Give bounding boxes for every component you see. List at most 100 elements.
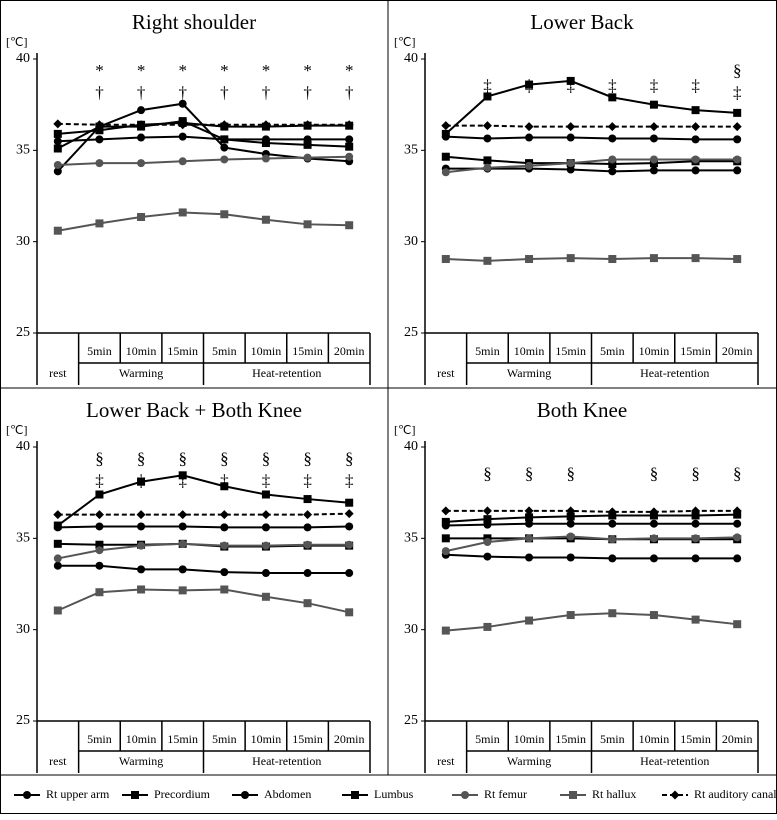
marker	[566, 519, 575, 528]
series-line	[57, 564, 350, 575]
y-axis-label: [℃]	[394, 423, 415, 437]
chart-title: Both Knee	[537, 398, 627, 422]
series-line	[57, 211, 350, 232]
y-tick-label: 25	[16, 713, 30, 728]
y-tick-label: 30	[404, 234, 418, 249]
legend-label: Rt auditory canal	[694, 787, 777, 801]
marker	[178, 565, 187, 574]
significance-mark: *	[178, 61, 187, 80]
marker	[649, 100, 658, 109]
marker	[303, 153, 312, 162]
y-tick-label: 40	[16, 439, 30, 454]
marker	[691, 254, 700, 263]
marker	[53, 144, 62, 153]
marker	[691, 615, 700, 624]
legend-label: Rt upper arm	[46, 787, 110, 801]
marker	[220, 585, 229, 594]
marker	[303, 510, 313, 520]
x-tick-label: 10min	[251, 344, 282, 358]
series-line	[57, 122, 350, 126]
marker	[303, 540, 312, 549]
marker	[732, 122, 742, 132]
marker	[483, 163, 492, 172]
marker	[649, 554, 658, 563]
series-line	[57, 474, 350, 527]
series-line	[445, 167, 738, 173]
significance-mark: ‡	[483, 76, 492, 95]
marker	[345, 142, 354, 151]
marker	[261, 510, 271, 520]
marker	[525, 161, 534, 170]
marker	[608, 93, 617, 102]
significance-mark: ‡	[95, 471, 104, 490]
marker	[261, 569, 270, 578]
marker	[566, 165, 575, 174]
marker	[137, 213, 146, 222]
marker	[441, 121, 451, 131]
marker	[137, 585, 146, 594]
marker	[691, 511, 700, 520]
x-tick-label: 10min	[639, 344, 670, 358]
x-tick-label: 15min	[292, 732, 323, 746]
significance-mark: ‡	[345, 471, 354, 490]
series-line	[57, 512, 350, 516]
x-tick-label: 5min	[600, 732, 625, 746]
marker	[525, 513, 534, 522]
significance-mark: *	[137, 61, 146, 80]
marker	[566, 611, 575, 620]
legend-label: Lumbus	[374, 787, 414, 801]
significance-mark: *	[262, 61, 271, 80]
series-line	[445, 158, 738, 174]
marker	[733, 255, 742, 264]
marker	[95, 135, 104, 144]
chart-title: Right shoulder	[132, 10, 256, 34]
marker	[524, 506, 534, 516]
group-label: Heat-retention	[252, 754, 321, 768]
significance-mark: †	[345, 83, 354, 102]
significance-mark: ‡	[566, 76, 575, 95]
marker	[261, 490, 270, 499]
x-tick-label: 15min	[292, 344, 323, 358]
x-tick-label: 15min	[680, 344, 711, 358]
x-tick-label: 20min	[334, 732, 365, 746]
marker	[482, 121, 492, 131]
marker	[137, 522, 146, 531]
significance-mark: ‡	[608, 76, 617, 95]
marker	[303, 495, 312, 504]
legend-label: Precordium	[154, 787, 211, 801]
y-tick-label: 40	[404, 51, 418, 66]
marker	[137, 541, 146, 550]
marker	[178, 522, 187, 531]
significance-mark: ‡	[650, 76, 659, 95]
significance-mark: §	[483, 464, 492, 483]
marker	[649, 611, 658, 620]
marker	[137, 159, 146, 168]
marker	[219, 120, 229, 130]
marker	[691, 519, 700, 528]
y-tick-label: 30	[16, 234, 30, 249]
marker	[303, 220, 312, 229]
significance-mark: §	[733, 61, 742, 80]
marker	[691, 135, 700, 144]
significance-mark: ‡	[303, 471, 312, 490]
marker	[95, 540, 104, 549]
series-line	[445, 522, 738, 527]
x-tick-label: 15min	[167, 344, 198, 358]
marker	[344, 120, 354, 130]
y-tick-label: 30	[16, 622, 30, 637]
marker	[220, 155, 229, 164]
y-tick-label: 25	[16, 325, 30, 340]
marker	[691, 155, 700, 164]
marker	[607, 122, 617, 132]
marker	[732, 506, 742, 516]
marker	[525, 255, 534, 264]
marker	[483, 256, 492, 265]
marker	[441, 547, 450, 556]
marker	[691, 554, 700, 563]
marker	[608, 160, 617, 169]
series-line	[57, 155, 350, 166]
group-label: Heat-retention	[640, 754, 709, 768]
marker	[261, 215, 270, 224]
significance-mark: §	[691, 464, 700, 483]
marker	[94, 510, 104, 520]
